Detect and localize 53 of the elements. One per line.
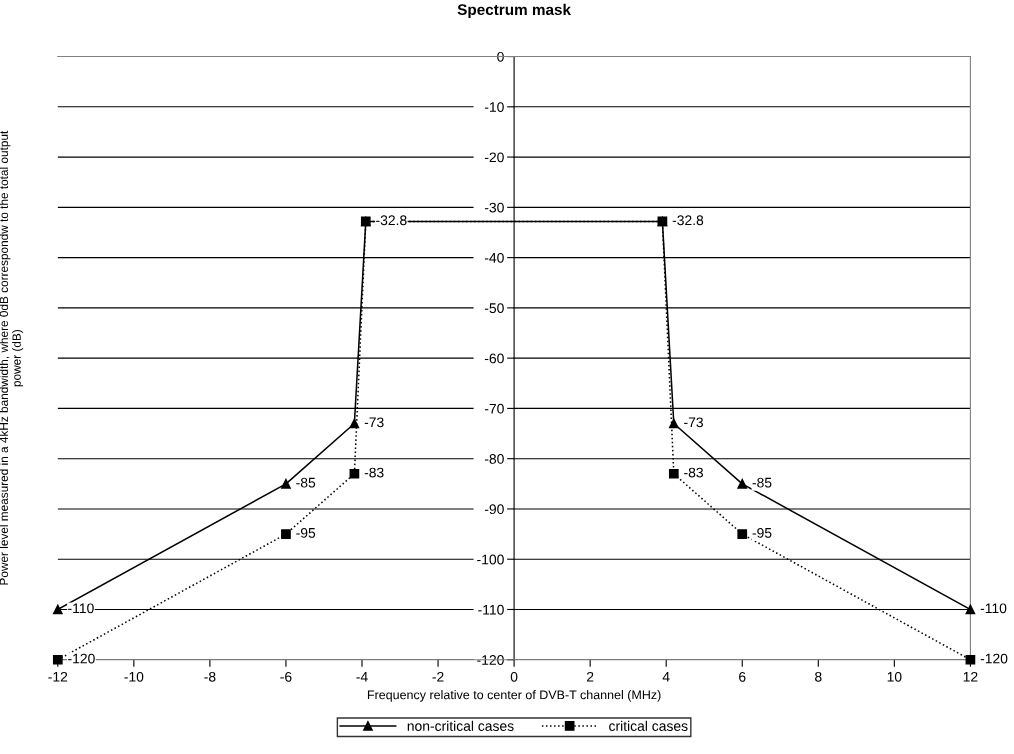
point bbox=[737, 478, 748, 489]
data-label: -83 bbox=[684, 467, 703, 478]
y-tick-label: -110 bbox=[478, 604, 504, 615]
x-tick-label: 6 bbox=[739, 671, 746, 682]
legend-label: non-critical cases bbox=[407, 720, 514, 731]
data-label: -110 bbox=[980, 603, 1007, 614]
point bbox=[281, 529, 291, 539]
x-tick-label: -10 bbox=[124, 671, 144, 682]
data-label: -73 bbox=[364, 417, 384, 428]
point bbox=[668, 468, 679, 479]
legend-label: critical cases bbox=[609, 720, 688, 731]
data-label: -95 bbox=[296, 527, 316, 538]
point bbox=[281, 478, 291, 489]
x-tick-label: -12 bbox=[48, 671, 68, 682]
y-tick-label: -30 bbox=[484, 202, 504, 213]
y-tick-label: -20 bbox=[484, 152, 504, 163]
y-tick-label: -50 bbox=[484, 303, 504, 314]
data-label: -95 bbox=[752, 527, 772, 538]
data-label: -83 bbox=[364, 467, 384, 478]
y-tick-label: -70 bbox=[484, 403, 504, 414]
y-tick-label: -80 bbox=[484, 454, 504, 464]
y-tick-label: -10 bbox=[484, 102, 504, 112]
point bbox=[965, 604, 976, 615]
chart-title: Spectrum mask bbox=[457, 3, 572, 19]
x-tick-label: -4 bbox=[356, 672, 368, 682]
x-tick-label: 4 bbox=[662, 672, 670, 682]
x-tick-label: -2 bbox=[432, 671, 444, 682]
point bbox=[52, 604, 63, 615]
data-label: -110 bbox=[68, 603, 94, 614]
x-tick-label: 10 bbox=[887, 671, 902, 682]
data-label: -85 bbox=[296, 477, 316, 488]
point bbox=[349, 468, 360, 479]
x-tick-label: 0 bbox=[510, 671, 518, 682]
y-tick-label: -60 bbox=[484, 353, 504, 364]
data-label: -73 bbox=[684, 417, 703, 428]
x-tick-label: -6 bbox=[280, 671, 292, 682]
point bbox=[737, 529, 748, 539]
y-axis-title: Power level measured in a 4kHz bandwidth, where 0dB correspondw to the total output power (dB) bbox=[0, 130, 24, 585]
data-label: -32.8 bbox=[672, 215, 704, 226]
y-tick-label: -40 bbox=[484, 252, 504, 263]
x-axis-title: Frequency relative to center of DVB-T channel (MHz) bbox=[367, 690, 661, 702]
y-tick-label: -120 bbox=[477, 655, 504, 665]
y-tick-label: -90 bbox=[484, 504, 504, 515]
x-tick-label: 2 bbox=[586, 671, 594, 682]
x-tick-label: 12 bbox=[963, 671, 978, 682]
y-tick-label: -100 bbox=[477, 554, 504, 565]
data-label: -85 bbox=[752, 477, 772, 488]
x-tick-label: 8 bbox=[815, 671, 822, 682]
data-label: -32.8 bbox=[376, 215, 407, 226]
point bbox=[668, 418, 679, 429]
data-label: -120 bbox=[980, 653, 1008, 664]
data-label: -120 bbox=[68, 653, 95, 664]
x-tick-label: -8 bbox=[204, 671, 216, 682]
